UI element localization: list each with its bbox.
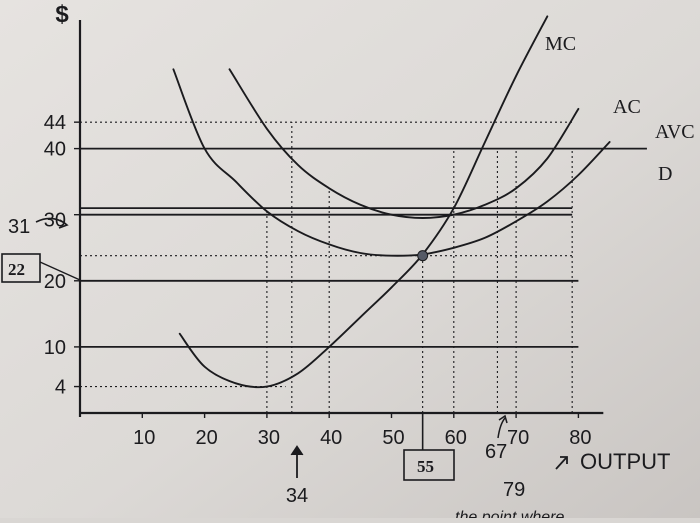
annotation-31: 31	[8, 216, 30, 238]
curve-label-mc: MC	[545, 33, 576, 55]
curve-mc	[178, 15, 549, 389]
x-tick-label-80: 80	[569, 427, 591, 449]
x-tick-label-50: 50	[382, 427, 404, 449]
x-tick-label-60: 60	[445, 427, 467, 449]
output-arrowhead-icon	[560, 456, 568, 464]
cost-curves	[172, 15, 611, 389]
y-tick-label-20: 20	[44, 271, 66, 293]
curve-label-ac: AC	[613, 96, 641, 118]
x-tick-label-20: 20	[195, 427, 217, 449]
arrowhead-31-icon	[58, 219, 69, 229]
annotation-67: 67	[485, 441, 507, 463]
intersection-point	[417, 250, 429, 262]
bottom-note: the point where	[455, 509, 565, 518]
y-tick-label-10: 10	[44, 337, 66, 359]
axes	[74, 20, 604, 418]
y-tick-label-44: 44	[44, 112, 66, 134]
arrow-67-icon	[497, 417, 506, 439]
pointer-22	[39, 261, 81, 281]
curve-label-avc: AVC	[655, 121, 695, 143]
annotation-34: 34	[286, 485, 308, 507]
curve-ac	[228, 68, 580, 219]
box-55	[403, 449, 455, 481]
y-tick-label-30: 30	[44, 210, 66, 232]
x-tick-label-10: 10	[133, 427, 155, 449]
y-tick-label-40: 40	[44, 139, 66, 161]
x-tick-label-30: 30	[258, 427, 280, 449]
curve-avc	[172, 68, 611, 257]
x-tick-label-70: 70	[507, 427, 529, 449]
annotation-22: 22	[8, 260, 25, 279]
arrowhead-34-icon	[290, 445, 304, 456]
output-arrow-icon	[555, 457, 567, 470]
arrowhead-67-icon	[498, 414, 508, 424]
demand-label: D	[658, 163, 672, 185]
x-tick-label-40: 40	[320, 427, 342, 449]
y-axis-title: $	[55, 1, 69, 28]
x-axis-title: OUTPUT	[580, 449, 670, 474]
annotation-55: 55	[417, 457, 434, 476]
annotation-79: 79	[503, 479, 525, 501]
box-22	[1, 253, 41, 283]
y-tick-label-4: 4	[55, 377, 66, 399]
dotted-guides	[80, 121, 573, 413]
